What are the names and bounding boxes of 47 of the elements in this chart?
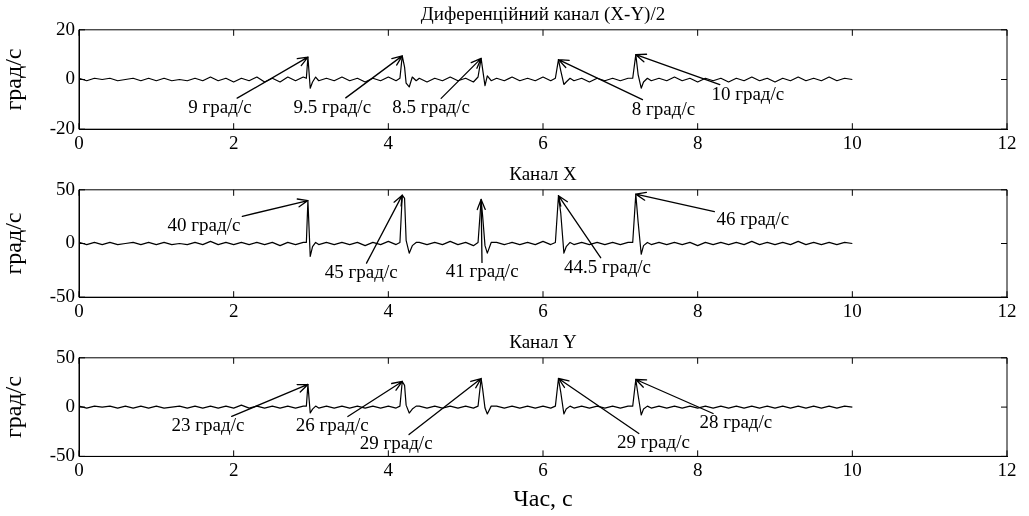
annotation: 28 град/с — [699, 411, 773, 433]
y-tick-label: -50 — [49, 444, 75, 466]
annotation: 40 град/с — [167, 213, 241, 235]
y-axis-title: град/с — [0, 376, 26, 439]
x-tick-label: 10 — [842, 299, 862, 321]
annotation: 8.5 град/с — [392, 96, 470, 118]
y-tick-label: -20 — [49, 117, 75, 139]
x-tick-label: 12 — [997, 299, 1017, 321]
x-tick-label: 2 — [228, 131, 239, 153]
y-tick-label: 0 — [65, 231, 75, 253]
x-tick-label: 6 — [538, 131, 548, 153]
x-tick-label: 10 — [842, 131, 862, 153]
y-axis-title: град/с — [0, 212, 26, 275]
annotation: 41 град/с — [445, 260, 519, 282]
annotation: 9 град/с — [188, 96, 252, 118]
annotation: 8 град/с — [631, 97, 696, 119]
y-tick-label: 50 — [56, 177, 75, 199]
annotation: 45 град/с — [324, 261, 398, 283]
annotation: 44.5 град/с — [563, 255, 652, 277]
chart-title: Диференційний канал (X-Y)/2 — [420, 3, 666, 26]
x-tick-label: 2 — [228, 458, 239, 480]
chart-title: Канал X — [509, 163, 578, 185]
annotation: 10 град/с — [711, 82, 785, 104]
x-axis-title: Час, с — [513, 484, 573, 511]
x-tick-label: 6 — [538, 299, 548, 321]
x-tick-label: 6 — [538, 458, 548, 480]
x-tick-label: 4 — [383, 299, 394, 321]
y-tick-label: 0 — [65, 395, 75, 417]
x-tick-label: 2 — [228, 299, 239, 321]
y-axis-title: град/с — [0, 48, 26, 111]
x-tick-label: 8 — [692, 458, 703, 480]
x-tick-label: 10 — [842, 458, 862, 480]
chart-title: Канал Y — [509, 331, 578, 353]
annotation: 23 град/с — [171, 414, 245, 436]
annotation: 9.5 град/с — [293, 95, 372, 117]
annotation: 46 град/с — [716, 208, 790, 230]
x-tick-label: 8 — [692, 131, 703, 153]
y-tick-label: 0 — [65, 67, 75, 89]
annotation: 29 град/с — [617, 431, 690, 453]
x-tick-label: 8 — [692, 299, 703, 321]
x-tick-label: 12 — [997, 458, 1017, 480]
x-tick-label: 4 — [383, 131, 394, 153]
y-tick-label: 20 — [56, 17, 75, 39]
x-tick-label: 4 — [383, 458, 394, 480]
y-tick-label: -50 — [49, 285, 75, 307]
y-tick-label: 50 — [56, 345, 75, 367]
x-tick-label: 12 — [997, 131, 1017, 153]
